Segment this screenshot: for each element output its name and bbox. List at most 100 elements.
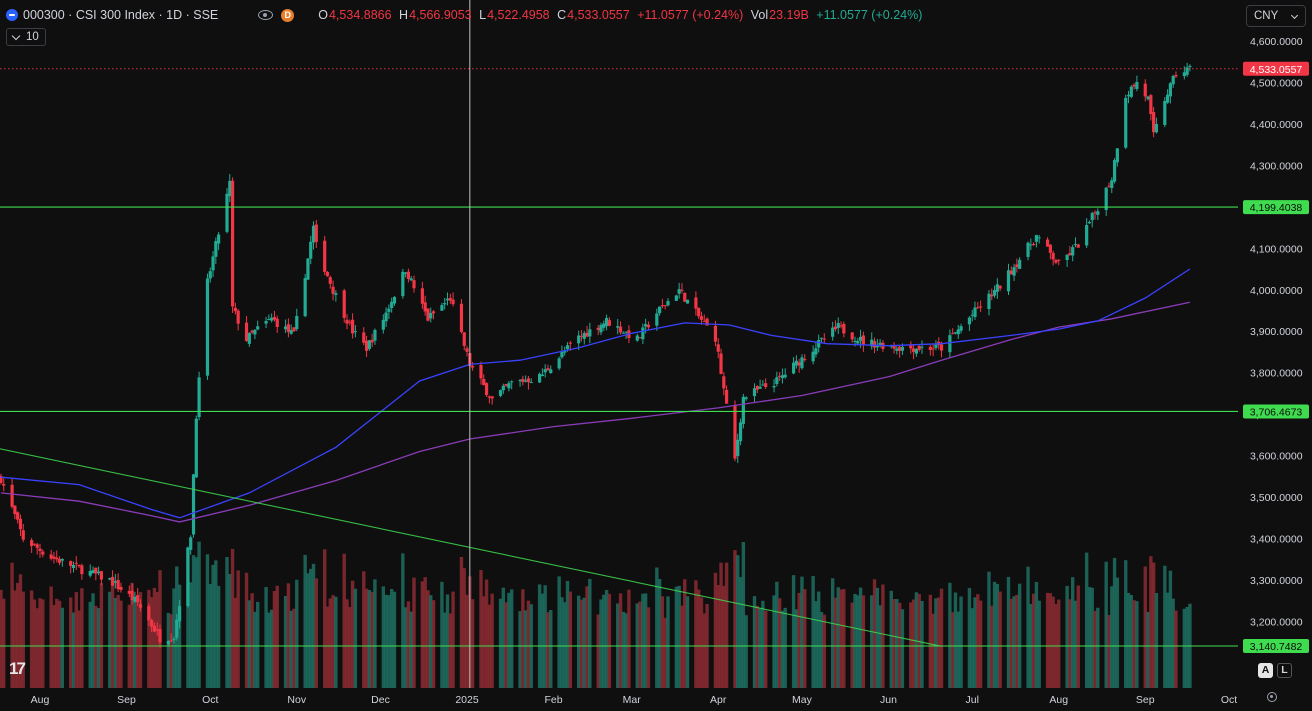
candles bbox=[0, 62, 1192, 648]
volume-bar bbox=[1006, 576, 1011, 688]
time-tick-label: Oct bbox=[202, 694, 218, 706]
volume-bar bbox=[253, 611, 257, 688]
volume-bar bbox=[1065, 585, 1069, 688]
volume-bar bbox=[546, 612, 550, 688]
candle-body bbox=[1048, 244, 1052, 253]
volume-bar bbox=[800, 576, 804, 688]
candle-body bbox=[471, 366, 475, 368]
candle-body bbox=[744, 397, 748, 400]
candle-body bbox=[655, 313, 659, 326]
candle-body bbox=[38, 548, 42, 551]
candle-body bbox=[1124, 97, 1128, 148]
candle-body bbox=[741, 396, 745, 424]
candle-body bbox=[780, 375, 785, 379]
volume-bar bbox=[663, 617, 667, 688]
volume-bar bbox=[314, 578, 319, 688]
candle-body bbox=[1115, 148, 1119, 163]
volume-bar bbox=[295, 579, 299, 688]
candle-body bbox=[228, 180, 232, 197]
candle-body bbox=[311, 225, 316, 243]
volume-bar bbox=[775, 581, 779, 688]
volume-bar bbox=[744, 615, 748, 688]
time-tick-label: Mar bbox=[623, 694, 642, 706]
volume-bar bbox=[811, 575, 815, 688]
volume-bar bbox=[763, 610, 768, 688]
volume-bar bbox=[256, 601, 260, 688]
volume-bar bbox=[1034, 581, 1039, 688]
tradingview-logo[interactable]: 17 bbox=[9, 659, 26, 678]
candle-body bbox=[507, 383, 511, 389]
level-badge bbox=[1243, 639, 1309, 653]
eye-icon[interactable] bbox=[258, 10, 274, 20]
volume-bar bbox=[41, 599, 45, 688]
candle-body bbox=[420, 288, 424, 304]
volume-bar bbox=[549, 610, 553, 688]
volume-bar bbox=[657, 578, 662, 688]
volume-bar bbox=[861, 595, 866, 688]
volume-bar bbox=[32, 599, 37, 688]
volume-bar bbox=[1104, 561, 1108, 688]
volume-bar bbox=[875, 587, 880, 688]
volume-bar bbox=[194, 557, 199, 688]
volume-bar bbox=[465, 594, 469, 688]
volume-bar bbox=[1115, 577, 1120, 688]
volume-bar bbox=[878, 605, 882, 688]
price-tick-label: 3,900.0000 bbox=[1250, 326, 1303, 338]
dividends-badge[interactable]: D bbox=[281, 8, 295, 22]
volume-bar bbox=[490, 593, 494, 688]
candle-body bbox=[914, 348, 918, 354]
price-tick-label: 3,200.0000 bbox=[1250, 616, 1303, 628]
time-axis[interactable]: Aug Sep Oct Nov Dec 2025 Feb Mar Apr May Jun Jul Aug… bbox=[31, 694, 1238, 706]
trend-line[interactable] bbox=[0, 447, 942, 647]
price-axis[interactable]: 3,200.0000 3,300.0000 3,400.0000 3,500.0000… bbox=[1250, 36, 1303, 628]
candle-body bbox=[1174, 75, 1178, 77]
volume-bar bbox=[967, 587, 972, 688]
volume-bar bbox=[1051, 596, 1055, 688]
candle-body bbox=[345, 319, 349, 324]
level-badge-label: 4,199.4038 bbox=[1250, 202, 1303, 214]
volume-bar bbox=[738, 577, 743, 688]
candle-body bbox=[791, 362, 796, 374]
auto-scale-button[interactable]: A bbox=[1258, 663, 1273, 678]
volume-bar bbox=[755, 605, 760, 688]
candle-body bbox=[367, 340, 371, 349]
volume-bar bbox=[674, 586, 679, 688]
indicators-toggle[interactable]: 10 bbox=[6, 28, 46, 46]
volume-bar bbox=[518, 611, 522, 688]
volume-bar bbox=[1154, 593, 1159, 688]
candle-body bbox=[998, 285, 1002, 289]
log-scale-button[interactable]: L bbox=[1277, 663, 1292, 678]
candle-body bbox=[794, 360, 798, 366]
candle-body bbox=[451, 299, 455, 305]
currency-select[interactable]: CNY bbox=[1246, 5, 1306, 27]
gear-icon[interactable] bbox=[1267, 692, 1277, 702]
candle-body bbox=[272, 316, 277, 320]
candle-body bbox=[448, 298, 452, 301]
volume-bar bbox=[504, 602, 508, 688]
candle-body bbox=[150, 620, 154, 627]
candle-body bbox=[362, 332, 366, 343]
volume-value: 23.19 bbox=[769, 8, 801, 22]
volume-bar bbox=[655, 567, 659, 688]
volume-bar bbox=[275, 585, 279, 688]
volume-bar bbox=[459, 556, 464, 688]
volume-bar bbox=[57, 600, 62, 688]
candle-body bbox=[445, 298, 450, 301]
candle-body bbox=[186, 547, 190, 607]
volume-bar bbox=[236, 570, 240, 688]
candle-body bbox=[568, 342, 572, 344]
volume-bar bbox=[412, 577, 416, 688]
volume-bar bbox=[426, 590, 430, 688]
candle-body bbox=[560, 352, 564, 358]
price-tick-label: 4,500.0000 bbox=[1250, 77, 1303, 89]
indicator-lines bbox=[0, 268, 1191, 647]
volume-bar bbox=[370, 591, 374, 688]
horizontal-levels[interactable] bbox=[0, 68, 1238, 647]
volume-bar bbox=[283, 596, 288, 688]
candle-body bbox=[585, 332, 589, 337]
candle-body bbox=[250, 330, 254, 333]
volume-bar bbox=[998, 591, 1002, 688]
symbol-title[interactable]: 000300 · CSI 300 Index · 1D · SSE bbox=[23, 8, 219, 22]
candle-body bbox=[775, 377, 779, 384]
